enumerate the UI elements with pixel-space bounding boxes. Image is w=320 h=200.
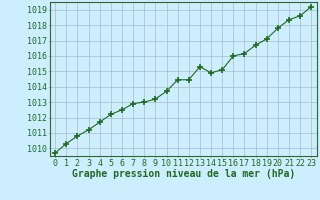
- X-axis label: Graphe pression niveau de la mer (hPa): Graphe pression niveau de la mer (hPa): [72, 169, 295, 179]
